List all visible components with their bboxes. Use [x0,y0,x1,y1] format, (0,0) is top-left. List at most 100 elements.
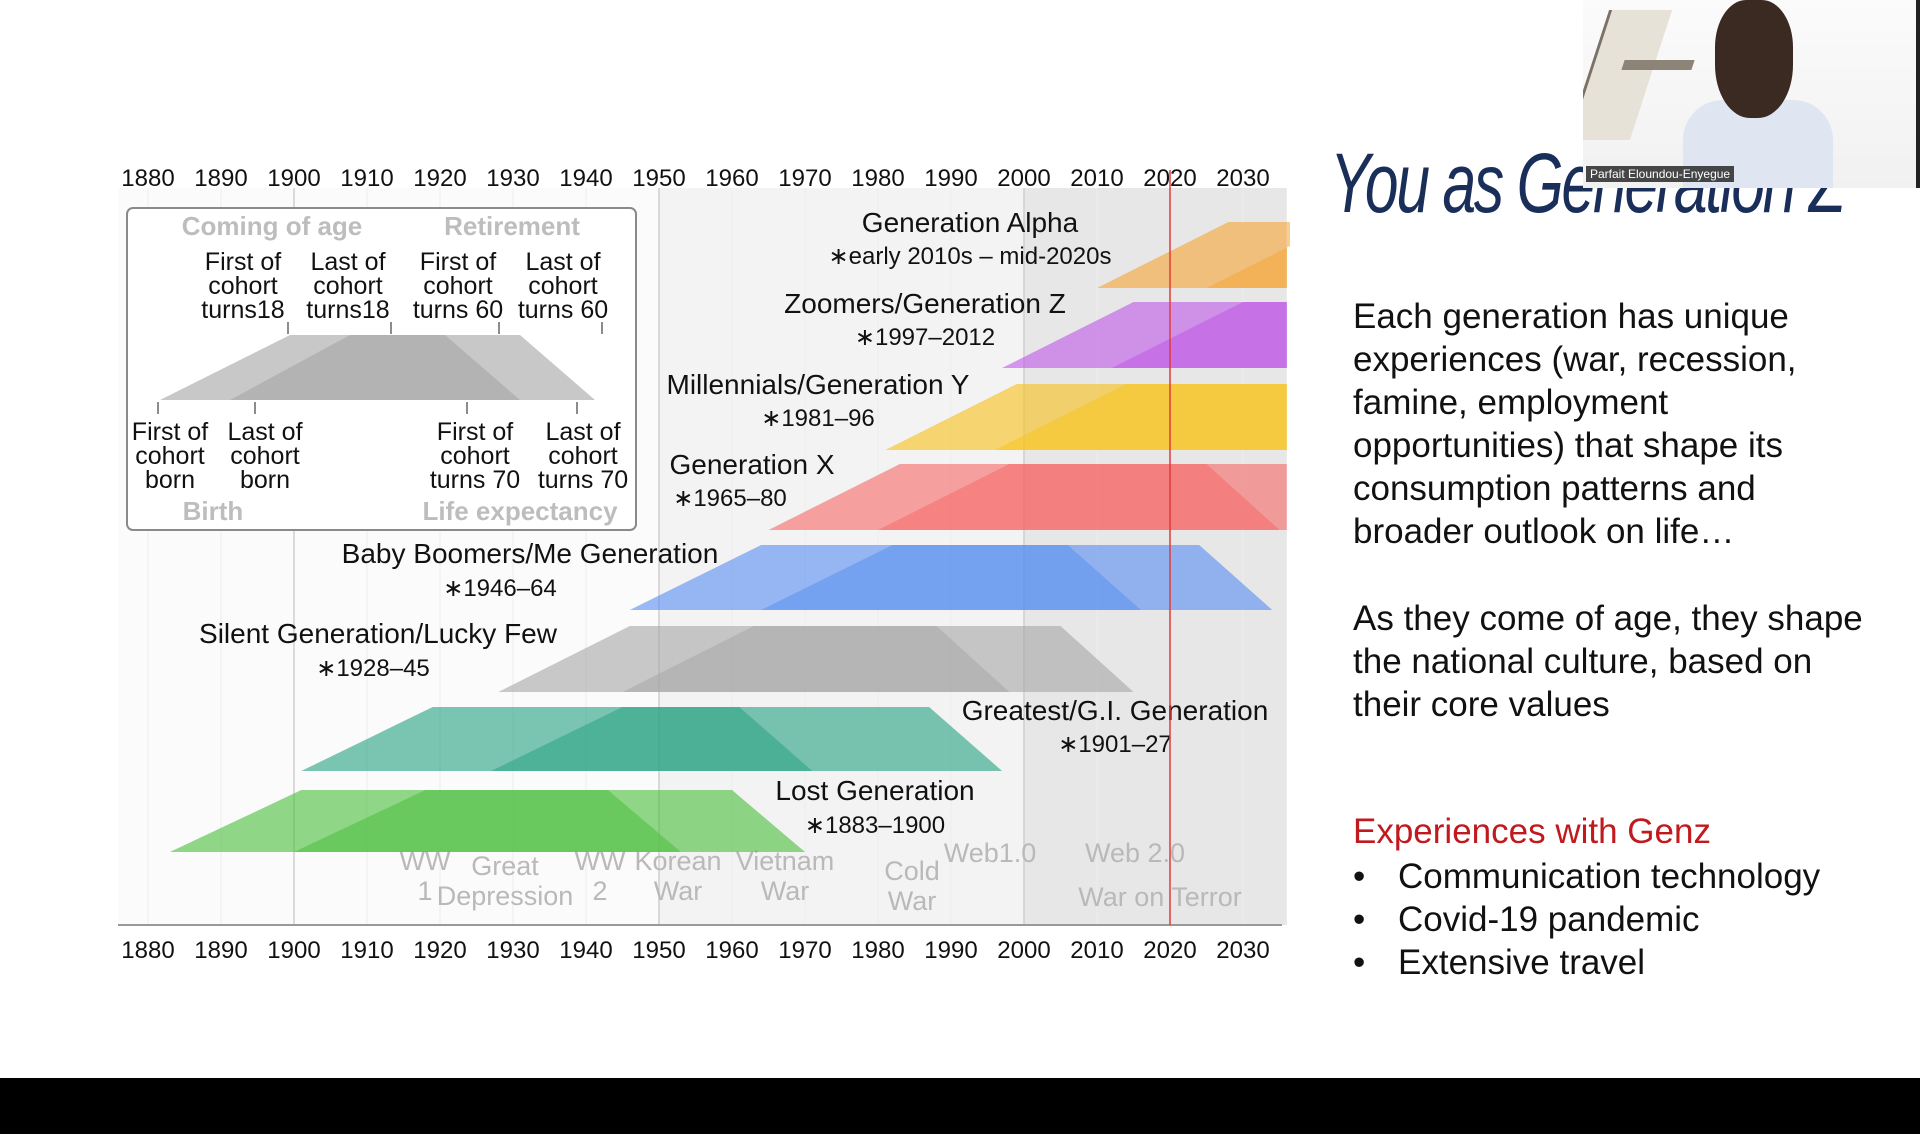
x-tick-label-top: 1930 [486,165,539,192]
event-label: 1 [417,876,432,906]
legend-top-label: cohort [423,272,493,300]
generation-name-label: Baby Boomers/Me Generation [342,538,719,569]
x-tick-label-bottom: 1990 [924,937,977,964]
x-tick-label-bottom: 1940 [559,937,612,964]
event-label: Web 2.0 [1085,838,1185,868]
legend-bottom-label: born [145,466,195,494]
x-tick-label-bottom: 2030 [1216,937,1269,964]
generation-range-label: ∗1981–96 [761,405,875,432]
generation-band-core [622,626,1010,692]
x-tick-label-top: 2010 [1070,165,1123,192]
generation-name-label: Generation X [670,449,835,480]
legend-birth: Birth [183,496,244,526]
event-label: War [888,886,937,916]
legend-coming-of-age: Coming of age [182,211,363,241]
x-tick-label-top: 1960 [705,165,758,192]
x-tick-label-bottom: 1930 [486,937,539,964]
x-tick-label-bottom: 1910 [340,937,393,964]
experience-item: Communication technology [1353,855,1820,898]
x-tick-label-top: 1940 [559,165,612,192]
legend-top-label: cohort [208,272,278,300]
legend-bottom-label: Last of [227,418,302,446]
participant-avatar [1715,0,1793,118]
legend-top-label: cohort [528,272,598,300]
legend-band-core [230,335,520,400]
x-tick-label-bottom: 2020 [1143,937,1196,964]
legend-top-label: Last of [525,248,600,276]
x-tick-label-bottom: 2010 [1070,937,1123,964]
x-tick-label-top: 1910 [340,165,393,192]
experience-item: Extensive travel [1353,941,1820,984]
x-tick-label-top: 1970 [778,165,831,192]
generation-range-label: ∗1883–1900 [805,812,945,839]
legend-top-label: cohort [313,272,383,300]
generation-range-label: ∗1901–27 [1058,731,1172,758]
legend-bottom-label: cohort [548,442,618,470]
generation-band-core [491,707,813,771]
generation-name-label: Silent Generation/Lucky Few [199,618,558,649]
legend-top-label: First of [420,248,496,276]
x-tick-label-bottom: 1970 [778,937,831,964]
legend-bottom-label: First of [132,418,208,446]
generation-band-core [1111,302,1287,368]
generation-name-label: Lost Generation [775,775,974,806]
legend-bottom-label: cohort [440,442,510,470]
generation-range-label: ∗1928–45 [316,655,430,682]
legend-bottom-label: turns 70 [430,466,520,494]
background-shelf-board [1621,60,1695,70]
generation-range-label: ∗1965–80 [673,485,787,512]
legend-top-label: turns 60 [413,296,503,324]
generation-range-label: ∗1997–2012 [855,324,995,351]
legend-bottom-label: turns 70 [538,466,628,494]
legend-bottom-label: First of [437,418,513,446]
background-shelf [1583,10,1673,140]
x-tick-label-bottom: 1920 [413,937,466,964]
generation-band-core [294,790,681,852]
event-label: War [654,876,703,906]
x-tick-label-top: 1980 [851,165,904,192]
paragraph-culture: As they come of age, they shape the nati… [1353,599,1863,724]
generation-range-label: ∗1946–64 [443,575,557,602]
x-tick-label-bottom: 1880 [121,937,174,964]
event-label: Web1.0 [944,838,1037,868]
x-tick-label-bottom: 1890 [194,937,247,964]
x-tick-label-top: 1880 [121,165,174,192]
event-label: Cold [884,856,940,886]
experiences-heading: Experiences with Genz [1353,812,1711,851]
x-tick-label-bottom: 2000 [997,937,1050,964]
legend-retirement: Retirement [444,211,580,241]
legend-bottom-label: cohort [135,442,205,470]
event-label: 2 [592,876,607,906]
x-tick-label-top: 1890 [194,165,247,192]
generation-name-label: Generation Alpha [862,207,1079,238]
experiences-list: Communication technology Covid-19 pandem… [1353,855,1820,984]
x-tick-label-top: 1900 [267,165,320,192]
x-tick-label-bottom: 1900 [267,937,320,964]
x-tick-label-top: 2000 [997,165,1050,192]
participant-name-label: Parfait Eloundou-Enyegue [1586,166,1735,182]
x-tick-label-top: 1920 [413,165,466,192]
generation-name-label: Zoomers/Generation Z [784,288,1066,319]
x-tick-label-bottom: 1980 [851,937,904,964]
legend-bottom-label: cohort [230,442,300,470]
generation-range-label: ∗early 2010s – mid-2020s [829,243,1112,270]
legend-top-label: turns 60 [518,296,608,324]
event-label: Depression [437,881,574,911]
x-tick-label-top: 1950 [632,165,685,192]
x-tick-label-bottom: 1950 [632,937,685,964]
generation-band-core [1206,222,1290,288]
experience-item: Covid-19 pandemic [1353,898,1820,941]
event-label: Great [471,851,539,881]
legend-bottom-label: Last of [545,418,620,446]
generation-band-core [761,545,1141,610]
legend-life-expectancy: Life expectancy [422,496,618,526]
x-tick-label-top: 1990 [924,165,977,192]
legend-top-label: turns18 [306,296,389,324]
generation-band-core [878,464,1280,530]
webcam-edge [1916,0,1920,188]
webcam-video-tile[interactable]: Parfait Eloundou-Enyegue [1583,0,1920,188]
event-label: War [761,876,810,906]
generation-band-core [994,384,1287,450]
event-label: War on Terror [1078,882,1242,912]
legend-top-label: First of [205,248,281,276]
